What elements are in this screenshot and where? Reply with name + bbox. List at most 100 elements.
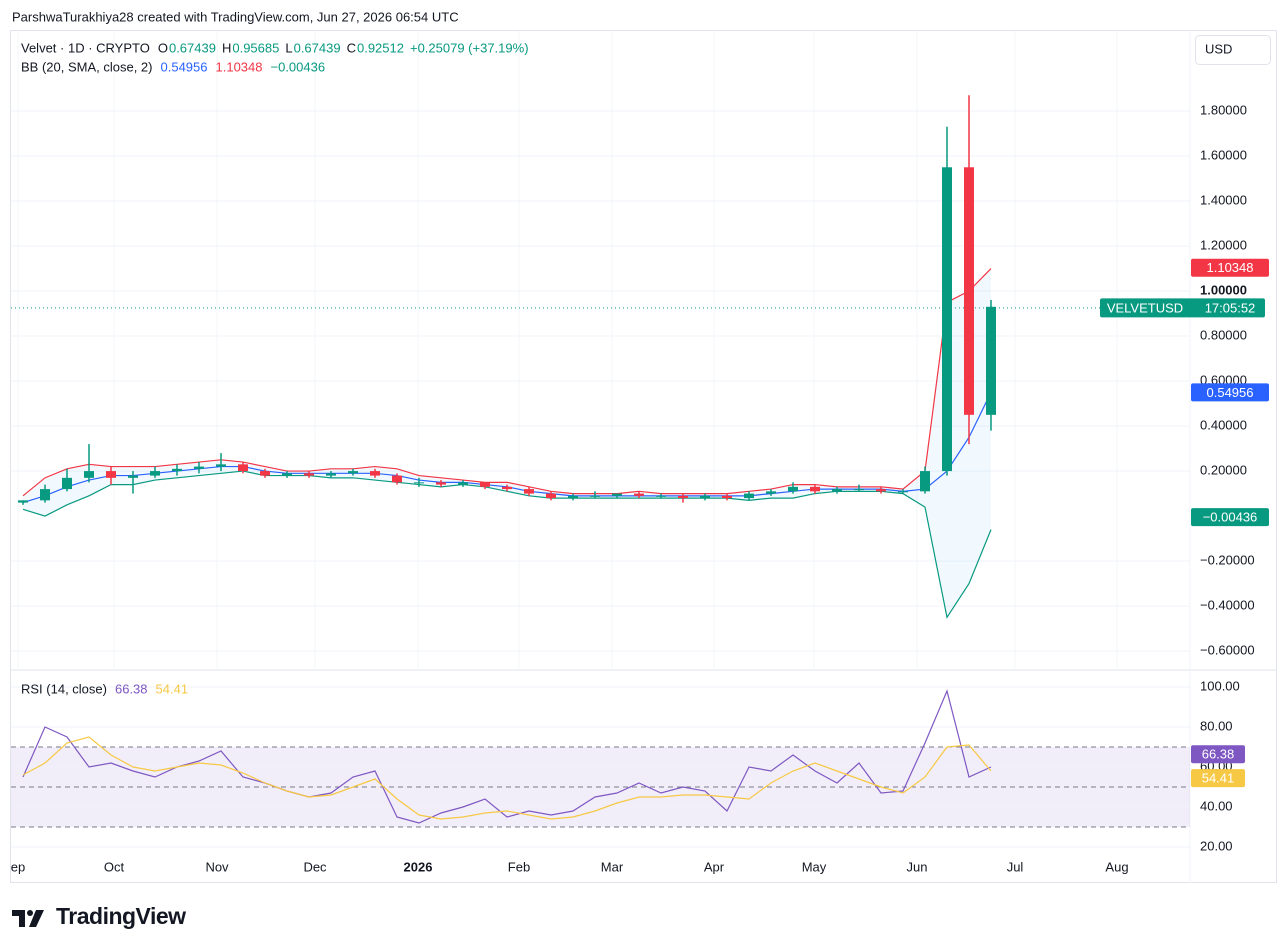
candle-body — [392, 475, 402, 483]
x-tick-label: 2026 — [404, 859, 433, 874]
candle-body — [128, 475, 138, 478]
countdown: 17:05:52 — [1205, 300, 1256, 315]
indicator-value: 66.38 — [115, 681, 148, 696]
indicator-name: BB (20, SMA, close, 2) — [21, 59, 153, 74]
price-badge — [1191, 769, 1245, 788]
rsi-line — [22, 689, 992, 824]
x-tick-label: May — [802, 859, 827, 874]
quote-value: 0.67439 — [169, 40, 216, 55]
candle-body — [898, 491, 908, 493]
candle-body — [414, 482, 424, 484]
x-tick-label: Mar — [601, 859, 624, 874]
candle-body — [700, 495, 710, 499]
candle-body — [568, 495, 578, 499]
candle-body — [458, 482, 468, 485]
candle-body — [832, 489, 842, 492]
symbol-title: Velvet · 1D · CRYPTO — [21, 40, 150, 55]
price-badge-label: 0.54956 — [1207, 385, 1254, 400]
candle-body — [854, 489, 864, 491]
price-badge — [1191, 383, 1269, 402]
y-tick-label: −0.20000 — [1200, 553, 1255, 568]
x-tick-label: Jun — [907, 859, 928, 874]
candle-body — [920, 471, 930, 492]
price-pane — [11, 31, 1190, 668]
candle-body — [766, 491, 776, 494]
candle-body — [788, 486, 798, 492]
candle-body — [62, 477, 72, 490]
quote-name: O — [158, 40, 168, 55]
y-tick-label: 80.00 — [1200, 718, 1233, 733]
rsi-pane — [11, 686, 1190, 848]
y-tick-label: 1.20000 — [1200, 237, 1247, 252]
candle-body — [348, 471, 358, 474]
symbol-name: VELVETUSD — [1107, 300, 1183, 315]
quote-value: 0.95685 — [232, 40, 279, 55]
indicator-value: 0.54956 — [161, 59, 208, 74]
y-tick-label: 40.00 — [1200, 798, 1233, 813]
price-badge — [1191, 258, 1269, 277]
candle-body — [480, 482, 490, 487]
price-badge-label: 1.10348 — [1207, 260, 1254, 275]
brand: TradingView — [56, 903, 186, 929]
candle-body — [18, 500, 28, 503]
candle-body — [216, 464, 226, 467]
x-tick-label: Oct — [104, 859, 125, 874]
y-tick-label: 0.40000 — [1200, 418, 1247, 433]
candle-body — [546, 493, 556, 499]
indicator-value: 54.41 — [156, 681, 189, 696]
candle-body — [678, 495, 688, 499]
price-badge-label: −0.00436 — [1203, 510, 1258, 525]
y-tick-label: −0.60000 — [1200, 643, 1255, 658]
y-tick-label: 0.80000 — [1200, 327, 1247, 342]
quote-name: C — [347, 40, 356, 55]
y-tick-label: 100.00 — [1200, 678, 1240, 693]
candle-body — [986, 306, 996, 415]
credit: ParshwaTurakhiya28 created with TradingV… — [12, 9, 459, 24]
candle-body — [172, 468, 182, 472]
frame — [10, 30, 1277, 883]
y-tick-label: 1.00000 — [1200, 282, 1247, 297]
x-tick-label: Apr — [704, 859, 725, 874]
x-tick-label: ep — [11, 859, 25, 874]
candle-body — [744, 493, 754, 499]
candle-body — [612, 493, 622, 496]
x-tick-label: Aug — [1105, 859, 1128, 874]
candle-body — [370, 471, 380, 476]
candle-body — [436, 482, 446, 485]
candle-body — [656, 495, 666, 497]
currency-button[interactable] — [1195, 35, 1271, 65]
indicator-value: −0.00436 — [271, 59, 326, 74]
candle-body — [964, 167, 974, 415]
candle-body — [106, 471, 116, 478]
y-tick-label: 20.00 — [1200, 838, 1233, 853]
quote-value: 0.92512 — [357, 40, 404, 55]
candle-body — [40, 489, 50, 501]
candle-body — [150, 471, 160, 476]
price-badge-label: 54.41 — [1202, 771, 1235, 786]
candle-body — [590, 495, 600, 497]
candle-body — [194, 466, 204, 469]
symbol-badge — [1100, 298, 1265, 318]
price-badge — [1191, 745, 1245, 764]
quote-change: +0.25079 (+37.19%) — [410, 40, 529, 55]
y-tick-label: 1.40000 — [1200, 192, 1247, 207]
x-tick-label: Feb — [508, 859, 530, 874]
quote-value: 0.67439 — [294, 40, 341, 55]
candle-body — [722, 495, 732, 499]
rsi-ma-line — [22, 736, 992, 820]
candle-body — [942, 167, 952, 472]
y-tick-label: −0.40000 — [1200, 598, 1255, 613]
x-tick-label: Dec — [303, 859, 327, 874]
candle-body — [260, 471, 270, 476]
y-tick-label: 0.20000 — [1200, 463, 1247, 478]
bb-fill — [23, 268, 991, 618]
currency[interactable]: USD — [1205, 41, 1232, 56]
quote-name: H — [222, 40, 231, 55]
candle-body — [238, 464, 248, 472]
price-badge-label: 66.38 — [1202, 747, 1235, 762]
indicator-value: 1.10348 — [216, 59, 263, 74]
candle-body — [326, 473, 336, 476]
brand-logo — [12, 910, 44, 927]
